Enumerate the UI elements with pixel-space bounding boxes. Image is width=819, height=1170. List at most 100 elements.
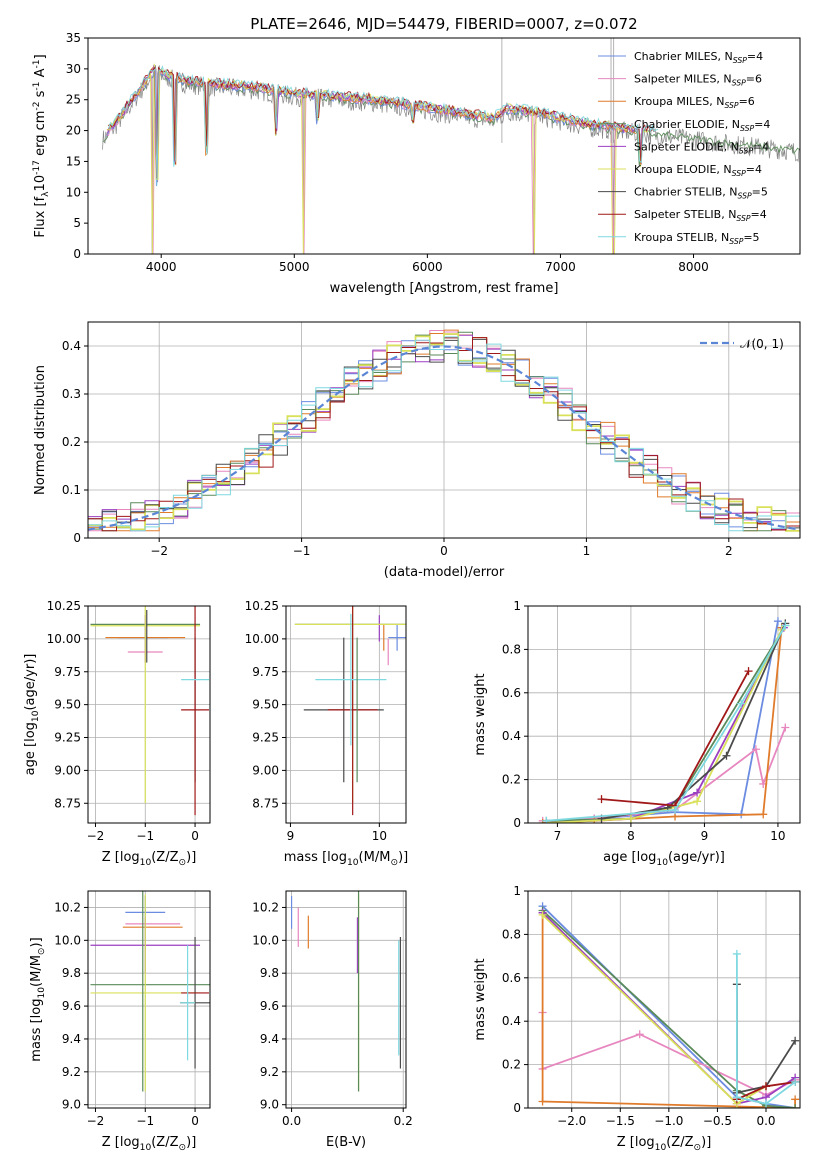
y-tick-label: 10.25 (245, 599, 279, 613)
panel-spectrum: 4000 5000 6000 7000 8000 0 5 10 15 20 25 30 35 wavele… (32, 31, 801, 296)
axes-frame (527, 605, 801, 824)
y-tick-label: 9.2 (260, 1065, 279, 1079)
panel-mass-vs-Z: −2 −1 0 9.0 9.2 9.4 9.6 9.8 10.0 10.2 Z [log10(Z/Z… (29, 890, 211, 1153)
axes-frame (87, 37, 801, 255)
y-tick-label: 0.8 (502, 927, 521, 941)
y-axis-label: Flux [fλ10-17 erg cm-2 s-1 A-1] (32, 54, 51, 237)
figure-title: PLATE=2646, MJD=54479, FIBERID=0007, z=0… (250, 15, 637, 33)
weight-marker (791, 1095, 800, 1104)
y-axis-label: age [log10(age/yr)] (23, 654, 41, 776)
legend-label-0: Chabrier MILES, NSSP=4 (634, 50, 763, 65)
x-tick-label: −0.5 (703, 1114, 732, 1128)
x-tick-label: 8000 (678, 260, 709, 274)
x-tick-label: 0.0 (282, 1114, 301, 1128)
weight-series-2 (541, 912, 796, 1108)
gaussian-curve (88, 345, 800, 531)
y-tick-label: 9.50 (252, 698, 279, 712)
y-tick-label: 9.25 (54, 731, 81, 745)
y-tick-label: 9.50 (54, 698, 81, 712)
legend-label-8: Kroupa STELIB, NSSP=5 (634, 231, 760, 246)
weight-marker (791, 1077, 800, 1086)
x-tick-label: −2 (87, 1114, 105, 1128)
weight-marker (671, 805, 680, 814)
histogram-series-8 (88, 336, 800, 532)
x-tick-label: −2 (87, 829, 105, 843)
y-tick-label: 9.2 (62, 1065, 81, 1079)
y-tick-label: 9.8 (260, 966, 279, 980)
axes-frame (87, 605, 211, 824)
y-tick-label: 0.2 (62, 435, 81, 449)
y-tick-label: 35 (66, 31, 81, 45)
weight-marker (693, 788, 702, 797)
weight-marker (732, 949, 741, 958)
weight-marker (737, 699, 746, 708)
weight-series-8 (736, 953, 796, 1105)
x-tick-label: 0 (191, 1114, 199, 1128)
weight-series-0 (546, 621, 779, 823)
weight-marker (538, 910, 547, 919)
panel-age-vs-mass: 9 10 8.75 9.00 9.25 9.50 9.75 10.00 10.25 mass [l… (245, 599, 409, 868)
y-tick-label: 0.3 (62, 387, 81, 401)
y-tick-label: 9.00 (252, 763, 279, 777)
weight-marker (538, 1097, 547, 1106)
axes-frame (285, 605, 407, 824)
y-tick-label: 0.8 (502, 642, 521, 656)
weight-series-8 (546, 625, 787, 822)
panel-age-vs-Z: −2 −1 0 8.75 9.00 9.25 9.50 9.75 10.00 10.25 Z [lo… (23, 599, 211, 868)
panel-residuals: −2 −1 0 1 2 0 0.1 0.2 0.3 0.4 (data-model)/error No… (33, 321, 801, 580)
x-tick-label: 10 (770, 829, 785, 843)
y-tick-label: 10.2 (54, 900, 81, 914)
y-tick-label: 10.25 (47, 599, 81, 613)
weight-marker (759, 810, 768, 819)
weight-marker (762, 1099, 770, 1108)
legend-label-1: Salpeter MILES, NSSP=6 (634, 73, 762, 88)
weight-marker (781, 621, 790, 630)
y-tick-label: 9.8 (62, 966, 81, 980)
y-tick-label: 9.4 (260, 1032, 279, 1046)
y-tick-label: 0.4 (502, 1014, 521, 1028)
y-tick-label: 0 (513, 816, 521, 830)
x-tick-label: −1 (136, 829, 154, 843)
x-tick-label: −2.0 (557, 1114, 586, 1128)
x-axis-label: mass [log10(M/M⊙)] (284, 850, 408, 868)
y-tick-label: 0 (73, 531, 81, 545)
y-tick-label: 10.2 (252, 900, 279, 914)
x-tick-label: 5000 (279, 260, 310, 274)
y-tick-label: 9.4 (62, 1032, 81, 1046)
y-tick-label: 0.6 (502, 971, 521, 985)
weight-series-4 (546, 627, 785, 823)
y-tick-label: 10 (66, 185, 81, 199)
y-tick-label: 0.6 (502, 686, 521, 700)
spectrum-series-5 (107, 63, 649, 254)
x-axis-label: (data-model)/error (384, 565, 505, 580)
weight-marker (693, 797, 702, 806)
legend-label-5: Kroupa ELODIE, NSSP=4 (634, 163, 762, 178)
legend-label-7: Salpeter STELIB, NSSP=4 (634, 208, 767, 223)
panel-massweight-vs-age: 7 8 9 10 0 0.2 0.4 0.6 0.8 1 age [log10(age/yr)] ma… (473, 599, 801, 868)
plot-area (538, 617, 790, 823)
legend-gaussian-label: 𝒩(0, 1) (740, 337, 784, 351)
weight-series-3 (546, 625, 787, 822)
y-tick-label: 9.00 (54, 763, 81, 777)
y-tick-label: 9.0 (260, 1098, 279, 1112)
panel-mass-vs-EBV: 0.0 0.2 9.0 9.2 9.4 9.6 9.8 10.0 10.2 E(B-V) (252, 890, 413, 1150)
y-tick-label: 0.2 (502, 1058, 521, 1072)
x-tick-label: 0 (191, 829, 199, 843)
y-tick-label: 10.00 (47, 632, 81, 646)
plot-area (102, 38, 800, 254)
weight-marker (626, 814, 635, 823)
weight-series-6 (601, 623, 787, 820)
panel-massweight-vs-Z: −2.0 −1.5 −1.0 −0.5 0.0 0 0.2 0.4 0.6 0.8 1 Z [log1… (473, 884, 801, 1153)
y-axis-label: mass weight (473, 958, 488, 1040)
plot-area (294, 606, 406, 816)
axes-frame (285, 890, 407, 1109)
legend-label-2: Kroupa MILES, NSSP=6 (634, 95, 755, 110)
x-tick-label: −1.0 (654, 1114, 683, 1128)
x-tick-label: −1.5 (606, 1114, 635, 1128)
x-tick-label: 6000 (412, 260, 443, 274)
y-tick-label: 0.4 (502, 729, 521, 743)
y-tick-label: 9.6 (62, 999, 81, 1013)
plot-area (290, 891, 402, 1092)
y-tick-label: 20 (66, 124, 81, 138)
